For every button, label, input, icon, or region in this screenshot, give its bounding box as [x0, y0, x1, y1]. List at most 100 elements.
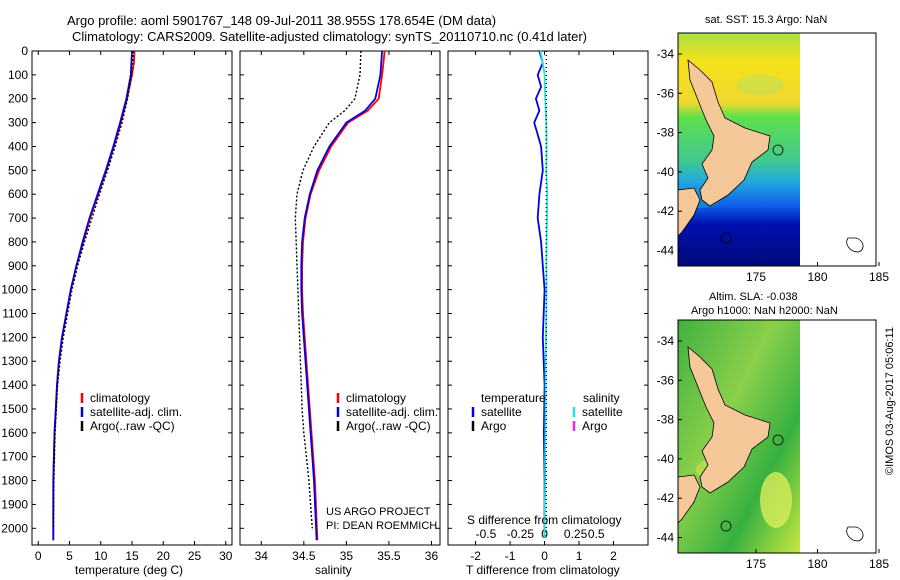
- y-tick-label: 800: [8, 235, 28, 249]
- s-diff-tick-label: 0.5: [588, 527, 605, 541]
- y-tick-label: 1900: [1, 497, 28, 511]
- y-tick-label: 1600: [1, 426, 28, 440]
- lat-label: -40: [657, 165, 675, 179]
- y-tick-label: 200: [8, 92, 28, 106]
- y-tick-label: 1800: [1, 474, 28, 488]
- legend-label: Argo: [582, 419, 608, 433]
- series-t-satellite: [533, 50, 546, 538]
- lat-label: -42: [657, 491, 675, 505]
- x-tick-label: 5: [66, 549, 73, 563]
- x-tick-label: 34: [255, 549, 269, 563]
- chatham-islands-2: [846, 526, 864, 542]
- lat-label: -36: [657, 86, 675, 100]
- legend-heading-temperature: temperature: [481, 391, 546, 405]
- x-tick-label: 34.5: [292, 549, 316, 563]
- chart-salinity: 34 34.5 35 35.5 36: [239, 50, 441, 563]
- s-diff-tick-label: 0.25: [564, 527, 588, 541]
- legend-label: satellite: [481, 405, 522, 419]
- x-tick-label: 36: [425, 549, 439, 563]
- sst-map-frame: [677, 32, 877, 267]
- legend-label: Argo(..raw -QC): [90, 419, 175, 433]
- lat-label: -42: [657, 204, 675, 218]
- y-tick-label: 400: [8, 139, 28, 153]
- x-tick-label: 30: [219, 549, 233, 563]
- y-tick-label: 700: [8, 211, 28, 225]
- lon-label: 180: [807, 557, 827, 571]
- series-s-satellite: [539, 50, 549, 538]
- diff-xlabel: T difference from climatology: [466, 563, 620, 577]
- legend-label: Argo: [481, 419, 507, 433]
- series-argo-raw-qc-: [52, 50, 134, 529]
- x-tick-label: 1: [576, 549, 583, 563]
- legend-heading-salinity: salinity: [583, 391, 620, 405]
- lon-label: 185: [869, 270, 889, 284]
- s-diff-tick-label: -0.5: [476, 527, 497, 541]
- y-tick-label: 500: [8, 163, 28, 177]
- x-tick-label: 35: [340, 549, 354, 563]
- chatham-islands: [846, 237, 864, 253]
- figure-title-line1: Argo profile: aoml 5901767_148 09-Jul-20…: [67, 13, 497, 28]
- s-diff-tick-label: -0.25: [507, 527, 535, 541]
- figure-title-line2: Climatology: CARS2009. Satellite-adjuste…: [72, 29, 587, 44]
- legend-label: satellite: [582, 405, 623, 419]
- y-tick-label: 1400: [1, 378, 28, 392]
- legend-label: Argo(..raw -QC): [346, 419, 431, 433]
- plot-frame: [447, 50, 649, 546]
- y-tick-label: 2000: [1, 521, 28, 535]
- series-argo-raw-qc-: [294, 50, 362, 529]
- x-tick-label: 20: [157, 549, 171, 563]
- sla-map-frame: [677, 319, 877, 554]
- legend-label: satellite-adj. clim.: [90, 405, 182, 419]
- sst-map: [677, 32, 877, 267]
- temp-xlabel: temperature (deg C): [75, 563, 184, 577]
- x-tick-label: -2: [470, 549, 481, 563]
- x-tick-label: 2: [610, 549, 617, 563]
- plot-frame: [31, 50, 233, 546]
- project-annotation: US ARGO PROJECT: [326, 506, 431, 518]
- lat-label: -34: [657, 47, 675, 61]
- x-tick-label: 0: [541, 549, 548, 563]
- y-tick-label: 1500: [1, 402, 28, 416]
- north-island: [687, 59, 771, 207]
- lat-label: -36: [657, 373, 675, 387]
- lat-label: -40: [657, 452, 675, 466]
- lat-label: -34: [657, 334, 675, 348]
- x-tick-label: 10: [94, 549, 108, 563]
- lon-label: 175: [746, 557, 766, 571]
- imos-stamp: ©IMOS 03-Aug-2017 05:06:11: [884, 327, 896, 475]
- y-tick-label: 1000: [1, 283, 28, 297]
- series-satellite-adj-clim-: [300, 50, 383, 541]
- legend-label: satellite-adj. clim.: [346, 405, 438, 419]
- x-tick-label: 35.5: [377, 549, 401, 563]
- lon-label: 180: [807, 270, 827, 284]
- x-tick-label: 0: [35, 549, 42, 563]
- y-tick-label: 100: [8, 68, 28, 82]
- y-tick-label: 300: [8, 116, 28, 130]
- legend-difference: temperature salinitysatelliteArgosatellit…: [471, 391, 623, 433]
- diff-xlabel-top: S difference from climatology: [467, 513, 622, 527]
- x-tick-label: 15: [125, 549, 139, 563]
- lon-label: 185: [869, 557, 889, 571]
- north-island-2: [687, 346, 771, 494]
- y-tick-label: 1300: [1, 354, 28, 368]
- legend-label: climatology: [90, 391, 150, 405]
- sla-map-title-2: Argo h1000: NaN h2000: NaN: [691, 305, 838, 317]
- pi-annotation: PI: DEAN ROEMMICH: [326, 520, 438, 532]
- chart-difference: -2 -1 0 1 2-0.5 -0.25 0 0.25 0.5: [447, 50, 649, 563]
- series-satellite-adj-clim-: [52, 50, 133, 541]
- sla-map-title-1: Altim. SLA: -0.038: [709, 291, 798, 303]
- lon-label: 175: [746, 270, 766, 284]
- y-tick-label: 1100: [2, 307, 28, 321]
- sal-xlabel: salinity: [315, 563, 352, 577]
- lat-label: -38: [657, 126, 675, 140]
- lat-label: -38: [657, 413, 675, 427]
- lat-label: -44: [657, 531, 675, 545]
- y-tick-label: 600: [8, 187, 28, 201]
- x-tick-label: -1: [505, 549, 516, 563]
- x-tick-label: 25: [188, 549, 202, 563]
- legend-label: climatology: [346, 391, 406, 405]
